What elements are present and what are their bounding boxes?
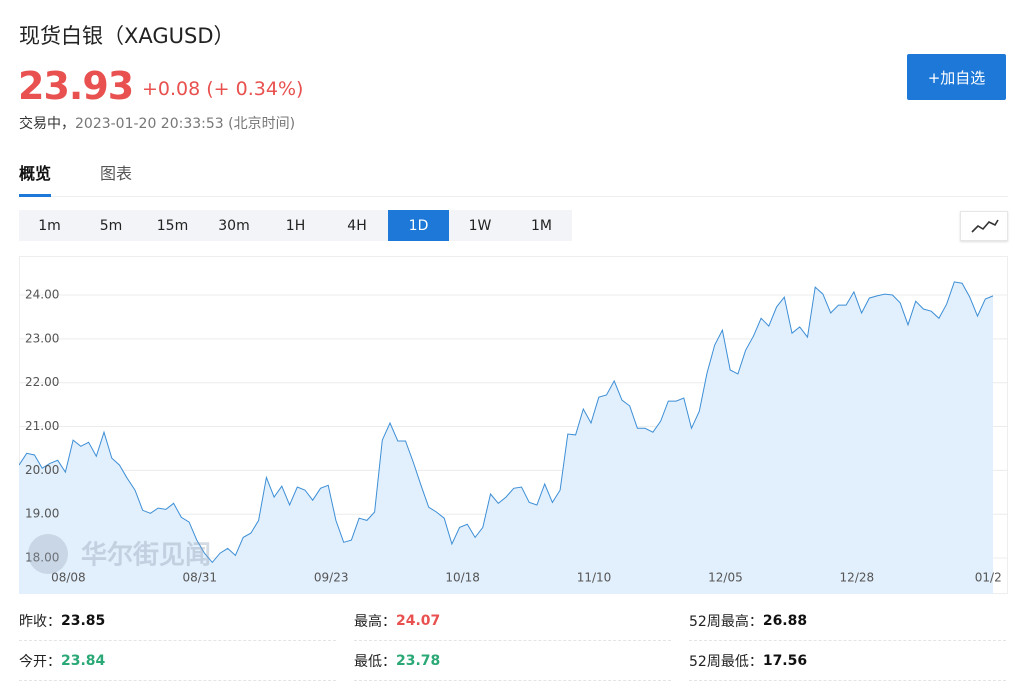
stat-item: 昨收： 23.85: [19, 602, 336, 641]
stat-value: 23.84: [61, 653, 106, 669]
stat-value: 17.56: [762, 653, 808, 669]
x-tick-label: 12/05: [708, 571, 743, 585]
chart: 18.00 19.00 20.00 21.00 22.00 23.00 24.00 08/08…: [19, 256, 1008, 594]
period-button[interactable]: 4H: [347, 217, 367, 234]
period-button[interactable]: 1W: [468, 217, 492, 234]
stat-item: 今开： 23.84: [19, 642, 336, 681]
stat-value: 23.78: [396, 653, 441, 669]
price-change: +0.08 (+ 0.34%): [142, 78, 304, 100]
period-button[interactable]: 1D: [388, 210, 449, 241]
x-tick-label: 01/2: [975, 571, 1002, 585]
stat-label: 昨收：: [19, 614, 61, 630]
watchlist-button[interactable]: +加自选: [907, 54, 1006, 100]
stats: 昨收： 23.85 最高： 24.07 52周最高： 26.88 今开： 23.84 最低： 23…: [19, 602, 1008, 692]
period-button[interactable]: 30m: [218, 217, 250, 234]
y-tick-label: 20.00: [25, 463, 59, 477]
y-tick-label: 19.00: [25, 507, 59, 521]
period-button[interactable]: 1H: [285, 217, 306, 234]
tabs: 概览 图表: [19, 160, 1008, 197]
y-tick-label: 21.00: [25, 419, 59, 433]
watermark-text: 华尔街见闻: [81, 540, 211, 571]
status: 交易中，: [19, 116, 75, 132]
line-icon: [971, 219, 999, 233]
y-tick-label: 23.00: [25, 331, 59, 345]
area: [19, 281, 993, 594]
y-tick-label: 24.00: [25, 288, 59, 302]
tab[interactable]: 概览: [19, 160, 52, 197]
x-tick-label: 09/23: [314, 571, 349, 585]
status-line: 交易中，2023-01-20 20:33:53 (北京时间): [19, 113, 295, 133]
y-tick-label: 18.00: [25, 551, 59, 565]
x-tick-label: 08/31: [182, 571, 217, 585]
stat-label: 52周最高：: [689, 614, 763, 630]
title: 现货白银（XAGUSD）: [19, 24, 235, 48]
period-button[interactable]: 5m: [99, 217, 123, 234]
watermark-logo: [28, 534, 68, 574]
y-tick-label: 22.00: [25, 375, 59, 389]
stat-value: 26.88: [762, 613, 808, 629]
line: [19, 281, 994, 564]
watermark: 华尔街见闻: [28, 534, 211, 574]
x-tick-label: 11/10: [577, 571, 612, 585]
stat-item: 最高： 24.07: [354, 602, 671, 641]
stat-value: 24.07: [396, 613, 441, 629]
stat-item: 52周最高： 26.88: [689, 602, 1006, 641]
period-button[interactable]: 1m: [38, 217, 61, 234]
stat-label: 最高：: [354, 614, 396, 630]
stat-label: 52周最低：: [689, 654, 763, 670]
stat-item: 52周最低： 17.56: [689, 642, 1006, 681]
x-tick-label: 12/28: [840, 571, 875, 585]
period-bar: 1m 5m 15m 30m 1H 4H 1D 1W 1M: [19, 210, 572, 241]
stat-value: 23.85: [61, 613, 106, 629]
stat-item: 最低： 23.78: [354, 642, 671, 681]
stat-label: 今开：: [19, 654, 61, 670]
stat-label: 最低：: [354, 654, 396, 670]
period-button[interactable]: 1M: [531, 217, 552, 234]
timestamp: 2023-01-20 20:33:53: [75, 116, 224, 132]
timezone: (北京时间): [228, 116, 296, 132]
tab[interactable]: 图表: [100, 164, 133, 183]
chart-style-button[interactable]: [960, 211, 1008, 241]
period-button[interactable]: 15m: [156, 217, 189, 234]
icon-stroke: [971, 219, 999, 233]
price: 23.93: [18, 64, 134, 108]
x-tick-label: 10/18: [445, 571, 480, 585]
x-tick-label: 08/08: [51, 571, 86, 585]
